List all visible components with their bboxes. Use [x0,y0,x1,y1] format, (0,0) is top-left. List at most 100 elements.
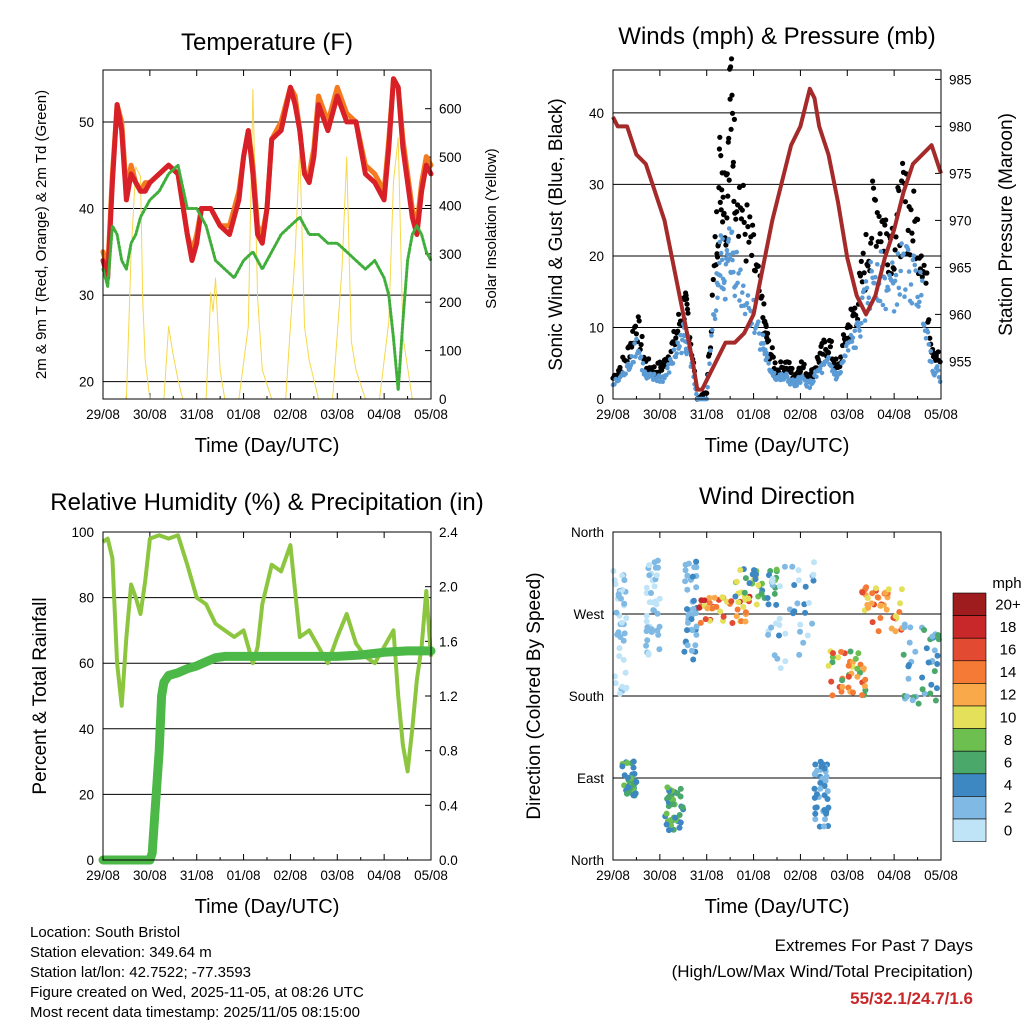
direction-point [847,648,854,655]
direction-point [852,655,859,662]
wind-point [638,354,644,360]
direction-point [864,601,871,608]
gust-point [725,193,731,199]
gust-point [759,293,765,299]
gust-point [755,263,761,269]
x-tick-label: 31/08 [690,407,724,422]
direction-point [621,577,628,584]
direction-point [682,567,689,574]
direction-point [742,618,749,625]
direction-point [701,597,708,604]
gust-point [905,227,911,233]
gust-point [852,305,858,311]
direction-point [825,662,832,669]
direction-point [813,791,820,798]
station-footer: Location: South Bristol Station elevatio… [30,924,364,1021]
direction-point [646,599,653,606]
direction-point [622,685,629,692]
y-tick-label-right: 400 [439,198,462,213]
x-tick-label: 05/08 [924,407,958,422]
wind-point [910,257,916,263]
direction-point [619,763,626,770]
wind-point [887,272,892,278]
direction-point [653,572,660,579]
direction-point [811,559,817,566]
wind-point [905,247,911,253]
wind-point [724,247,730,253]
temperature-panel: Temperature (F) 29/08 30/08 31/08 01/08 02/08… [33,29,500,457]
y-tick-label-right: 500 [439,150,462,165]
gust-point [720,194,726,200]
direction-point [825,804,832,811]
direction-point [912,648,919,655]
y-tick-label-left: East [577,771,604,786]
wind-point [727,252,732,258]
y-tick-label-right: 2.4 [439,525,458,540]
direction-point [800,639,807,646]
y-tick-label-left: 40 [79,202,94,217]
direction-point [875,628,882,635]
legend-label: 0 [1004,822,1012,839]
direction-point [616,690,623,697]
wind-point [760,332,766,338]
wind-point [917,299,922,305]
wind-point [741,283,746,289]
wind-point [826,354,831,360]
x-tick-label: 05/08 [414,407,448,422]
direction-point [711,594,718,601]
direction-point [704,605,711,612]
y-tick-label-right: 980 [949,119,972,134]
direction-point [776,583,783,590]
direction-point [666,827,672,834]
direction-point [905,662,912,668]
gust-point [763,323,769,330]
y-tick-label-left: 20 [79,375,94,390]
legend-label: 14 [1000,664,1017,681]
wind-point [863,279,869,284]
direction-point [644,624,651,631]
legend-label: 2 [1004,800,1012,817]
x-tick-label: 01/08 [227,868,261,883]
direction-point [862,676,869,683]
plot-frame [612,69,942,400]
y-tick-label-right: 985 [949,72,972,87]
direction-point [663,821,670,828]
gust-point [863,231,869,238]
wind-point [718,273,723,278]
direction-point [776,615,783,622]
direction-point [643,612,650,619]
direction-point [741,589,748,596]
direction-point [676,812,683,818]
direction-point [616,645,623,652]
wind-point [632,341,637,346]
gust-point [859,279,865,285]
direction-point [684,606,690,613]
wind-point [850,335,856,341]
gust-point [860,250,866,256]
legend-swatch [952,728,987,752]
wind-point [819,370,825,376]
direction-point [829,692,836,699]
footer-created: Figure created on Wed, 2025-11-05, at 08… [30,984,364,1001]
direction-point [693,584,700,591]
y-tick-label-right: 300 [439,247,462,262]
gust-point [741,219,747,225]
legend-label: 8 [1004,732,1012,749]
direction-point [823,810,830,817]
wind-point [744,301,750,306]
gust-point [716,146,723,152]
wind-point [651,371,657,377]
gust-point [907,252,913,258]
direction-point [845,662,852,669]
plot-frame [102,531,432,861]
wind-point [720,236,725,242]
y-tick-label-left: North [571,853,604,868]
x-tick-label: 01/08 [227,407,261,422]
wind-point [675,340,680,346]
gust-point [718,207,724,213]
direction-point [650,607,657,614]
wind-point [838,369,843,375]
gust-point [873,243,879,249]
direction-point [774,655,781,662]
